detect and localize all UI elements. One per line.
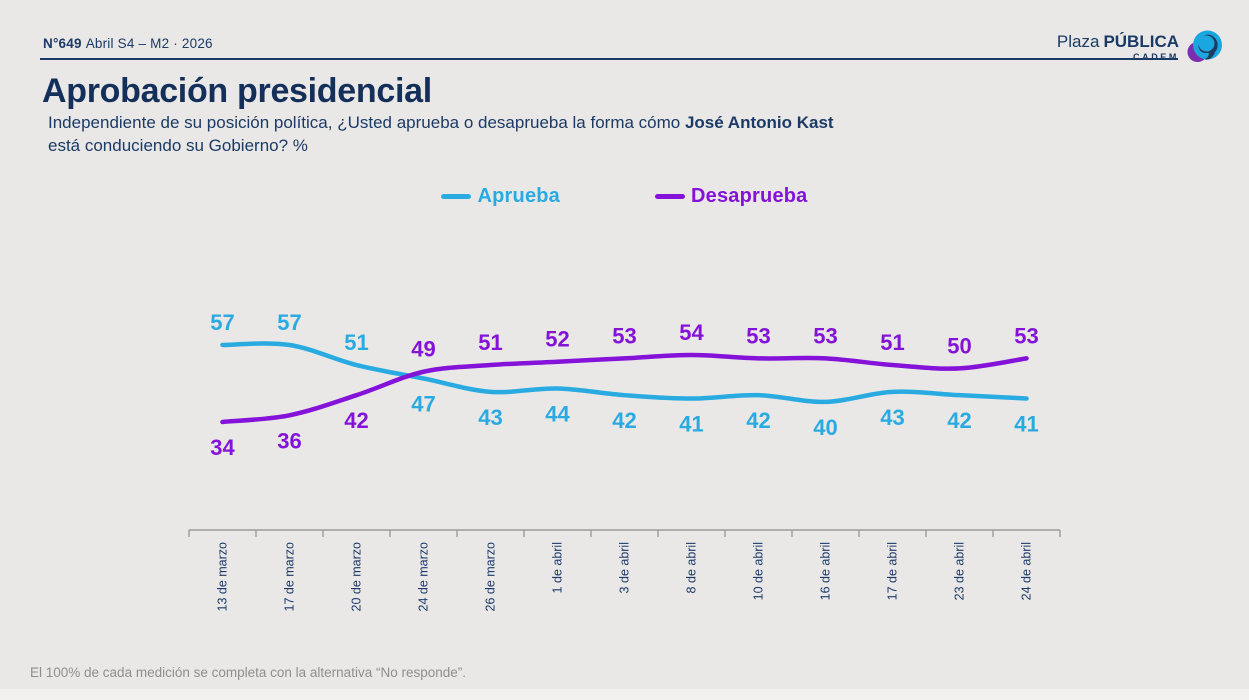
- logo-word-publica: PÚBLICA: [1103, 31, 1179, 51]
- legend-label-desaprueba: Desaprueba: [691, 185, 808, 207]
- x-axis: [188, 529, 1061, 537]
- aprueba-data-label: 43: [478, 405, 502, 430]
- date-label: 16 de abril: [819, 542, 833, 600]
- desaprueba-data-label: 53: [612, 323, 636, 348]
- logo-word-cadem: CADEM: [1133, 51, 1179, 62]
- edition-number: N°649: [43, 36, 82, 51]
- date-label: 3 de abril: [618, 542, 632, 593]
- date-label: 26 de marzo: [484, 542, 498, 612]
- aprueba-data-label: 42: [746, 408, 770, 433]
- aprueba-data-label: 57: [277, 310, 301, 335]
- edition-label: N°649 Abril S4 – M2 · 2026: [43, 36, 213, 51]
- date-label: 17 de abril: [886, 542, 900, 600]
- brand-logo-text: Plaza PÚBLICA CADEM: [1057, 33, 1179, 62]
- aprueba-data-label: 41: [679, 412, 703, 437]
- desaprueba-data-label: 34: [210, 435, 235, 460]
- aprueba-line: [220, 341, 1029, 405]
- desaprueba-data-label: 42: [344, 408, 368, 433]
- approval-line-chart: 13 de marzo 17 de marzo 20 de marzo 24 de m…: [188, 310, 1061, 612]
- date-label: 10 de abril: [752, 542, 766, 600]
- legend-item-desaprueba: Desaprueba: [655, 185, 808, 208]
- desaprueba-data-label: 53: [1014, 323, 1038, 348]
- logo-word-plaza: Plaza: [1056, 31, 1100, 51]
- aprueba-data-label: 42: [947, 408, 971, 433]
- desaprueba-data-label: 36: [277, 428, 301, 453]
- aprueba-data-label: 47: [411, 391, 435, 416]
- desaprueba-data-label: 54: [679, 320, 704, 345]
- desaprueba-data-label: 50: [947, 333, 971, 358]
- desaprueba-data-label: 52: [545, 327, 569, 352]
- date-label: 20 de marzo: [350, 542, 364, 612]
- date-label: 8 de abril: [685, 542, 699, 593]
- date-label: 24 de marzo: [417, 542, 431, 612]
- survey-question-subject: José Antonio Kast: [684, 113, 834, 132]
- aprueba-data-label: 41: [1014, 412, 1038, 437]
- desaprueba-data-label: 49: [411, 337, 435, 362]
- legend-item-aprueba: Aprueba: [441, 185, 560, 208]
- edition-period: Abril S4 – M2 · 2026: [85, 36, 213, 51]
- desaprueba-line: [220, 352, 1029, 425]
- header-divider: [40, 58, 1178, 60]
- survey-question-line2: está conduciendo su Gobierno? %: [48, 135, 308, 155]
- cadem-bubble-icon: [1187, 30, 1222, 62]
- date-label: 1 de abril: [551, 542, 565, 593]
- aprueba-data-label: 57: [210, 310, 234, 335]
- survey-question: Independiente de su posición política, ¿…: [48, 112, 834, 157]
- aprueba-data-label: 51: [344, 330, 368, 355]
- desaprueba-data-label: 53: [746, 323, 770, 348]
- footnote: El 100% de cada medición se completa con…: [30, 665, 466, 680]
- desaprueba-data-label: 51: [478, 330, 502, 355]
- aprueba-data-label: 42: [612, 408, 636, 433]
- desaprueba-line-swatch: [655, 194, 686, 199]
- aprueba-line-swatch: [441, 194, 472, 199]
- date-label: 13 de marzo: [216, 542, 230, 612]
- brand-logo: Plaza PÚBLICA CADEM: [1057, 29, 1223, 65]
- aprueba-data-label: 40: [813, 415, 837, 440]
- date-label: 23 de abril: [953, 542, 967, 600]
- survey-question-lead: Independiente de su posición política, ¿…: [48, 113, 685, 132]
- desaprueba-data-label: 51: [880, 330, 904, 355]
- date-label: 24 de abril: [1020, 542, 1034, 600]
- legend-label-aprueba: Aprueba: [477, 185, 561, 207]
- date-label: 17 de marzo: [283, 542, 297, 612]
- aprueba-data-label: 44: [545, 401, 570, 426]
- page-title: Aprobación presidencial: [42, 72, 432, 110]
- x-axis-labels: 13 de marzo 17 de marzo 20 de marzo 24 de m…: [216, 542, 1034, 612]
- chart-legend: Aprueba Desaprueba: [0, 185, 1249, 208]
- desaprueba-data-label: 53: [813, 323, 837, 348]
- aprueba-data-label: 43: [880, 405, 904, 430]
- bottom-strip: [0, 689, 1249, 700]
- data-labels: 57 34 57 36 51 42 47 49 43 51 44 52 42 53 41 54 42 53 40 53…: [210, 310, 1038, 460]
